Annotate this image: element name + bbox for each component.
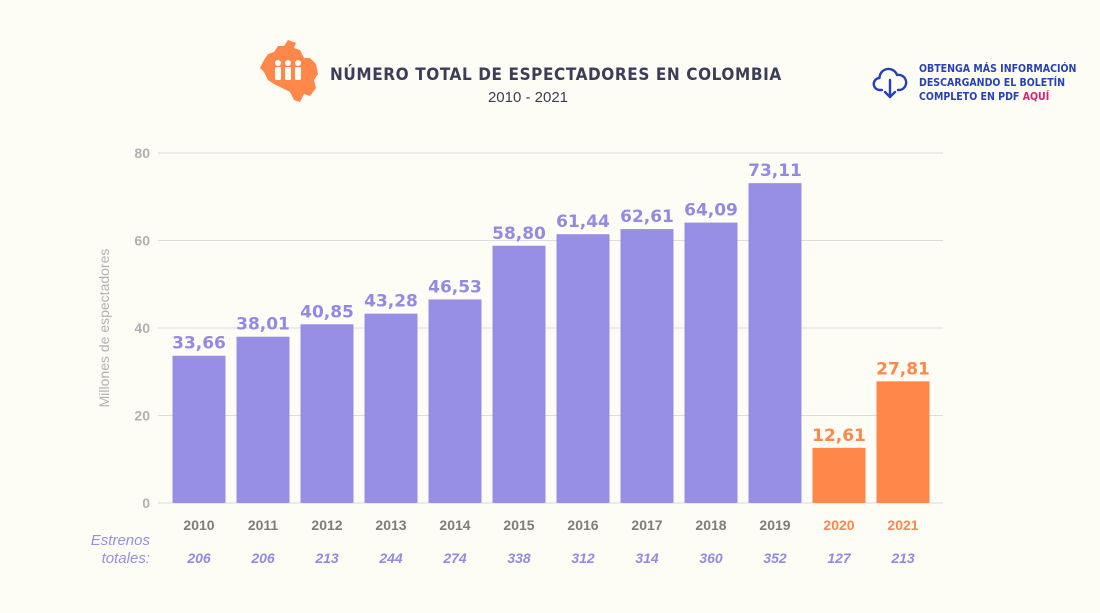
estrenos-value-2021: 213 xyxy=(890,550,915,566)
estrenos-values: 206 206 213 244 274 338 312 314 360 352 127 213 xyxy=(186,550,915,566)
cloud-download-icon xyxy=(872,67,908,99)
y-axis-label: Millones de espectadores xyxy=(96,249,112,408)
estrenos-value-2018: 360 xyxy=(699,550,723,566)
x-tick-label-2013: 2013 xyxy=(375,517,406,533)
colombia-map-people-icon xyxy=(260,40,318,102)
download-text: OBTENGA MÁS INFORMACIÓN DESCARGANDO EL B… xyxy=(919,62,1076,104)
download-line-3: COMPLETO EN PDF AQUÍ xyxy=(919,90,1076,104)
estrenos-value-2011: 206 xyxy=(250,550,275,566)
y-tick-label: 60 xyxy=(134,233,150,249)
x-tick-label-2011: 2011 xyxy=(248,517,279,533)
bar-2019 xyxy=(748,183,802,504)
download-bulletin-link[interactable]: OBTENGA MÁS INFORMACIÓN DESCARGANDO EL B… xyxy=(872,62,1092,106)
estrenos-value-2016: 312 xyxy=(571,550,595,566)
estrenos-label-line-1: Estrenos xyxy=(90,532,150,549)
estrenos-value-2012: 213 xyxy=(314,550,339,566)
bar-2015 xyxy=(492,245,546,503)
x-tick-label-2021: 2021 xyxy=(887,517,918,533)
estrenos-value-2020: 127 xyxy=(827,550,852,566)
value-label-2013: 43,28 xyxy=(364,292,418,312)
estrenos-label: Estrenos totales: xyxy=(91,532,150,568)
bar-2012 xyxy=(300,324,354,503)
estrenos-value-2017: 314 xyxy=(635,550,659,566)
x-tick-label-2012: 2012 xyxy=(311,517,342,533)
y-tick-label: 20 xyxy=(134,408,150,424)
download-line-1: OBTENGA MÁS INFORMACIÓN xyxy=(919,63,1077,75)
y-tick-label: 40 xyxy=(134,320,150,336)
value-label-2014: 46,53 xyxy=(428,277,482,297)
value-label-2021: 27,81 xyxy=(876,359,930,379)
estrenos-label-line-2: totales: xyxy=(101,550,150,567)
estrenos-value-2019: 352 xyxy=(763,550,787,566)
bar-2020 xyxy=(812,447,866,503)
download-here-link[interactable]: AQUÍ xyxy=(1022,91,1050,103)
bar-2021 xyxy=(876,381,930,503)
estrenos-value-2015: 338 xyxy=(507,550,531,566)
y-tick-label: 0 xyxy=(142,495,150,511)
value-label-2015: 58,80 xyxy=(492,224,546,244)
bar-2010 xyxy=(172,355,226,503)
x-tick-label-2020: 2020 xyxy=(823,517,854,533)
estrenos-value-2010: 206 xyxy=(186,550,211,566)
x-axis-ticks: 2010 2011 2012 2013 2014 2015 2016 2017 2018 2019… xyxy=(183,517,918,533)
chart-subtitle: 2010 - 2021 xyxy=(487,89,569,106)
value-label-2017: 62,61 xyxy=(620,207,674,227)
x-tick-label-2018: 2018 xyxy=(695,517,726,533)
bar-2017 xyxy=(620,229,674,504)
bar-2014 xyxy=(428,299,482,503)
value-label-2016: 61,44 xyxy=(556,212,610,232)
chart-title: NÚMERO TOTAL DE ESPECTADORES EN COLOMBIA xyxy=(330,65,782,85)
value-label-2018: 64,09 xyxy=(684,201,738,221)
estrenos-value-2013: 244 xyxy=(378,550,403,566)
value-label-2010: 33,66 xyxy=(172,334,226,354)
estrenos-value-2014: 274 xyxy=(442,550,467,566)
x-tick-label-2015: 2015 xyxy=(503,517,534,533)
download-line-3-prefix: COMPLETO EN PDF xyxy=(919,91,1023,103)
x-tick-label-2017: 2017 xyxy=(631,517,662,533)
value-label-2011: 38,01 xyxy=(236,315,290,335)
x-tick-label-2014: 2014 xyxy=(439,517,470,533)
x-tick-label-2016: 2016 xyxy=(567,517,598,533)
x-tick-label-2010: 2010 xyxy=(183,517,214,533)
x-tick-label-2019: 2019 xyxy=(759,517,790,533)
bar-2013 xyxy=(364,313,418,503)
bar-2011 xyxy=(236,336,290,503)
chart-header: NÚMERO TOTAL DE ESPECTADORES EN COLOMBIA… xyxy=(258,38,798,106)
bar-2016 xyxy=(556,234,610,503)
y-axis-ticks: 0 20 40 60 80 xyxy=(134,145,150,511)
y-tick-label: 80 xyxy=(134,145,150,161)
bar-2018 xyxy=(684,222,738,503)
value-label-2020: 12,61 xyxy=(812,426,866,446)
value-label-2019: 73,11 xyxy=(748,161,802,181)
download-line-2: DESCARGANDO EL BOLETÍN xyxy=(919,77,1066,89)
value-label-2012: 40,85 xyxy=(300,302,354,322)
bars xyxy=(172,183,930,504)
value-labels: 33,66 38,01 40,85 43,28 46,53 58,80 61,44 62,61… xyxy=(172,161,930,446)
